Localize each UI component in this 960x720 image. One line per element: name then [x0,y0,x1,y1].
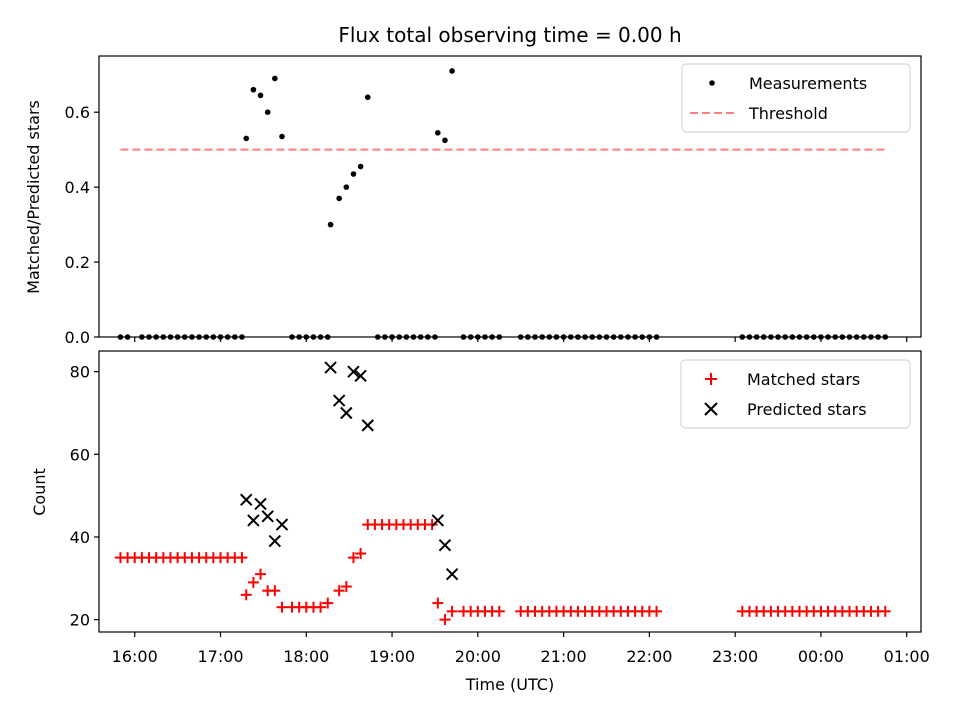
predicted-star-point [254,497,267,511]
bottom-y-axis-label: Count [30,468,49,516]
matched-star-point [432,597,444,609]
measurement-point [264,109,271,115]
legend-matched-label: Matched stars [747,370,860,389]
bottom-legend: Matched stars Predicted stars [680,359,911,429]
x-tick-label: 01:00 [884,647,930,666]
matched-star-point [439,614,451,626]
matched-star-point [240,589,252,601]
bottom-x-ticks: 16:00 17:00 18:00 19:00 20:00 21:00 22:00 23:00… [112,632,930,666]
bottom-y-tick-label: 60 [70,445,90,464]
measurement-point [364,94,371,101]
predicted-star-point [347,365,360,378]
matched-star-point [340,581,352,593]
measurement-point [336,195,342,202]
x-tick-label: 00:00 [798,647,844,666]
legend-predicted-label: Predicted stars [747,400,867,419]
measurement-point [327,221,334,228]
legend-measurements-label: Measurements [749,74,867,93]
matched-star-point [355,547,367,559]
top-y-ticks: 0.0 0.2 0.4 0.6 [65,103,99,347]
matched-star-point [426,519,438,531]
top-y-tick-label: 0.6 [65,103,90,122]
measurement-point [449,68,455,74]
top-y-tick-label: 0.4 [65,178,90,197]
matched-star-point [247,576,259,588]
top-panel: 0.0 0.2 0.4 0.6 Matched/Predicted stars Mea… [24,55,922,347]
measurement-point [250,86,257,93]
predicted-star-point [438,539,452,552]
matched-star-point [269,585,281,597]
x-tick-label: 16:00 [112,647,158,666]
matched-star-point [493,605,505,617]
measurement-point [279,133,285,140]
top-x-ticks [134,337,908,342]
matched-star-point [315,601,327,613]
bottom-y-tick-label: 20 [70,611,90,630]
bottom-panel: 20 40 60 80 16:00 17:00 18:00 19:00 20:00 21:00 2… [30,350,930,694]
measurement-point [435,130,441,136]
bottom-plot-marks [114,361,891,626]
top-y-axis-label: Matched/Predicted stars [24,100,43,294]
x-axis-label: Time (UTC) [465,675,554,694]
x-tick-label: 22:00 [626,647,672,666]
x-tick-label: 19:00 [369,647,415,666]
predicted-star-point [340,406,353,420]
top-legend: Measurements Threshold [681,63,911,133]
measurement-point [243,135,250,142]
measurement-point [350,171,357,177]
predicted-star-point [431,514,445,527]
top-axes-frame [98,55,922,338]
x-tick-label: 17:00 [197,647,243,666]
measurement-point [442,137,448,144]
matched-star-point [347,552,359,564]
top-y-tick-label: 0.2 [65,253,90,272]
matched-star-point [333,585,345,597]
predicted-star-point [445,567,459,581]
predicted-star-point [247,514,260,527]
bottom-y-tick-label: 40 [70,528,90,547]
measurement-point [257,92,264,99]
predicted-star-point [332,394,346,407]
matched-star-point [879,605,891,617]
bottom-legend-box [680,359,911,429]
matched-star-point [255,568,267,580]
matched-star-point [276,601,288,613]
x-tick-label: 20:00 [455,647,501,666]
predicted-star-point [240,493,253,506]
predicted-star-point [261,510,274,523]
measurement-point [357,163,364,170]
top-y-tick-label: 0.0 [65,328,90,347]
matched-star-point [446,605,458,617]
top-legend-box [681,63,911,133]
measurement-point [343,184,350,190]
matched-star-point [236,552,248,564]
measurement-point [272,75,278,82]
predicted-star-point [354,369,367,383]
legend-threshold-label: Threshold [748,104,828,123]
legend-matched-marker [705,373,717,385]
legend-measurements-marker [709,80,715,86]
predicted-star-point [268,534,282,548]
predicted-star-point [275,518,289,531]
bottom-y-tick-label: 80 [70,363,90,382]
predicted-star-point [361,419,374,432]
matched-star-point [651,605,663,617]
matched-star-point [322,597,334,609]
predicted-star-point [324,361,337,374]
bottom-axes-frame [98,350,922,633]
top-chart-title: Flux total observing time = 0.00 h [338,23,681,47]
x-tick-label: 21:00 [541,647,587,666]
x-tick-label: 18:00 [283,647,329,666]
x-tick-label: 23:00 [712,647,758,666]
bottom-y-ticks: 20 40 60 80 [70,363,99,630]
legend-predicted-marker [704,402,718,416]
